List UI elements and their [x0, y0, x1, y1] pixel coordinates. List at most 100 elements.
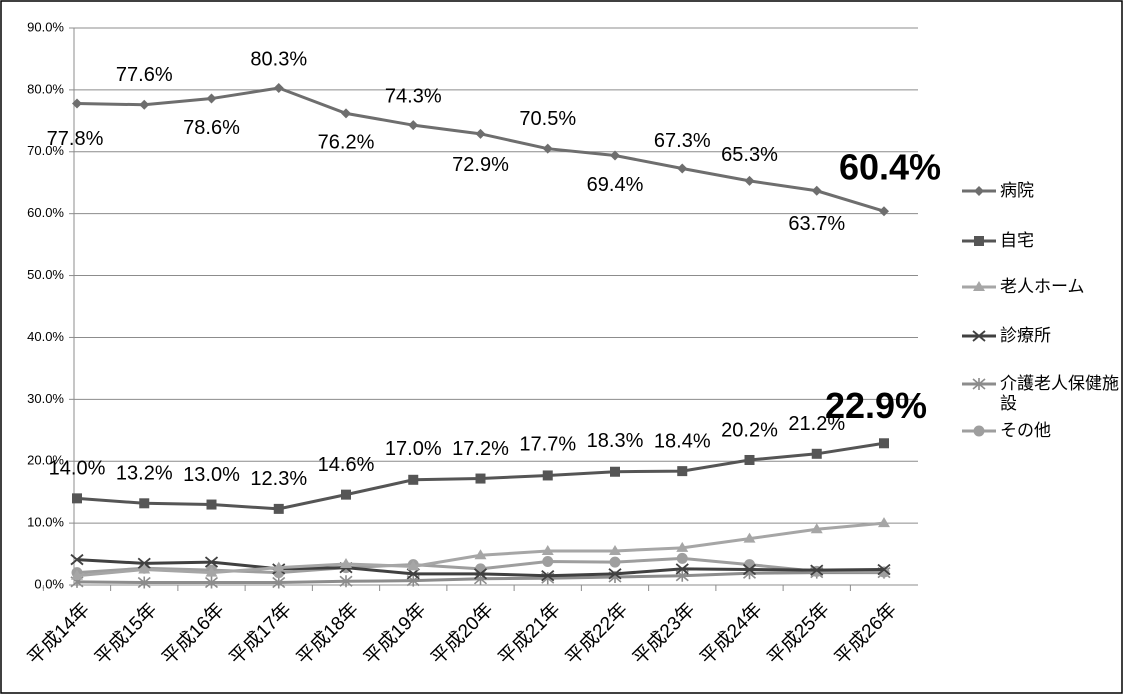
- marker: [676, 541, 689, 552]
- marker: [878, 517, 890, 528]
- x-tick-label: 平成19年: [360, 599, 431, 670]
- x-tick-label: 平成24年: [696, 599, 767, 670]
- marker: [407, 560, 420, 571]
- marker: [406, 568, 420, 580]
- x-tick-label: 平成17年: [225, 599, 296, 670]
- marker: [542, 470, 553, 481]
- data-label: 20.2%: [721, 419, 778, 441]
- data-label: 77.8%: [47, 128, 104, 150]
- data-label: 77.6%: [116, 64, 173, 86]
- data-label: 14.6%: [318, 454, 375, 476]
- marker: [272, 576, 286, 589]
- data-label: 18.3%: [587, 430, 644, 452]
- marker: [974, 236, 984, 246]
- marker: [542, 555, 554, 567]
- marker: [810, 523, 823, 534]
- marker: [408, 474, 419, 485]
- legend-label: 介護老人保健施設: [1000, 374, 1119, 413]
- x-tick-label: 平成20年: [427, 599, 498, 670]
- marker: [972, 330, 986, 342]
- data-label: 17.7%: [519, 434, 576, 456]
- marker: [973, 425, 985, 437]
- data-label: 70.5%: [519, 108, 576, 130]
- marker: [675, 563, 689, 575]
- data-label: 76.2%: [318, 132, 375, 154]
- marker: [72, 98, 82, 109]
- data-label: 65.3%: [721, 144, 778, 166]
- marker: [340, 557, 352, 568]
- y-tick-label: 60.0%: [27, 205, 64, 220]
- x-tick-label: 平成22年: [561, 599, 632, 670]
- data-label: 18.4%: [654, 430, 711, 452]
- data-label: 78.6%: [183, 117, 240, 139]
- data-label: 72.9%: [452, 154, 509, 176]
- y-tick-label: 40.0%: [27, 329, 64, 344]
- marker: [609, 544, 621, 555]
- marker: [811, 448, 822, 459]
- marker: [204, 576, 219, 589]
- marker: [408, 120, 419, 131]
- y-tick-label: 80.0%: [27, 81, 64, 96]
- legend-label: 病院: [1000, 181, 1034, 200]
- x-tick-label: 平成18年: [292, 599, 363, 670]
- marker: [744, 454, 755, 465]
- marker: [744, 175, 755, 186]
- y-tick-label: 70.0%: [27, 143, 64, 158]
- x-tick-label: 平成21年: [494, 599, 565, 670]
- marker: [609, 556, 621, 568]
- y-tick-label: 30.0%: [27, 391, 64, 406]
- data-label: 22.9%: [825, 385, 927, 426]
- marker: [610, 466, 620, 477]
- marker: [877, 563, 891, 576]
- marker: [206, 93, 217, 104]
- marker: [204, 556, 219, 568]
- series: [72, 438, 889, 514]
- data-label: 63.7%: [788, 213, 845, 235]
- legend-label: 診療所: [1000, 326, 1051, 345]
- data-label: 60.4%: [839, 147, 941, 188]
- marker: [677, 466, 688, 477]
- marker: [676, 552, 688, 564]
- marker: [542, 143, 553, 154]
- series: [71, 517, 890, 580]
- x-tick-label: 平成23年: [629, 599, 700, 670]
- legend-label: 老人ホーム: [1000, 277, 1085, 296]
- data-label: 14.0%: [49, 458, 106, 480]
- marker: [341, 108, 351, 119]
- x-tick-label: 平成16年: [158, 599, 229, 670]
- marker: [71, 569, 83, 580]
- y-tick-label: 20.0%: [27, 453, 64, 468]
- marker: [70, 553, 84, 566]
- marker: [341, 489, 351, 500]
- marker: [974, 186, 984, 196]
- marker: [206, 499, 217, 510]
- data-label: 74.3%: [385, 85, 442, 107]
- marker: [273, 503, 284, 514]
- y-tick-label: 10.0%: [27, 515, 64, 530]
- legend-label: 自宅: [1000, 231, 1034, 250]
- y-tick-label: 90.0%: [27, 19, 64, 34]
- marker: [473, 568, 488, 580]
- data-label: 13.2%: [116, 463, 173, 485]
- x-tick-label: 平成26年: [830, 599, 901, 670]
- data-label: 12.3%: [250, 468, 307, 490]
- marker: [608, 568, 622, 580]
- marker: [139, 99, 150, 110]
- marker: [811, 185, 822, 196]
- x-tick-label: 平成15年: [91, 599, 162, 670]
- marker: [973, 281, 985, 291]
- marker: [205, 566, 218, 577]
- data-label: 13.0%: [183, 464, 240, 486]
- marker: [139, 498, 150, 509]
- marker: [810, 564, 824, 576]
- marker: [137, 576, 151, 589]
- marker: [610, 150, 620, 161]
- marker: [677, 163, 688, 174]
- y-tick-label: 50.0%: [27, 267, 64, 282]
- data-label: 67.3%: [654, 130, 711, 152]
- marker: [137, 557, 151, 570]
- marker: [339, 575, 353, 588]
- marker: [972, 378, 986, 390]
